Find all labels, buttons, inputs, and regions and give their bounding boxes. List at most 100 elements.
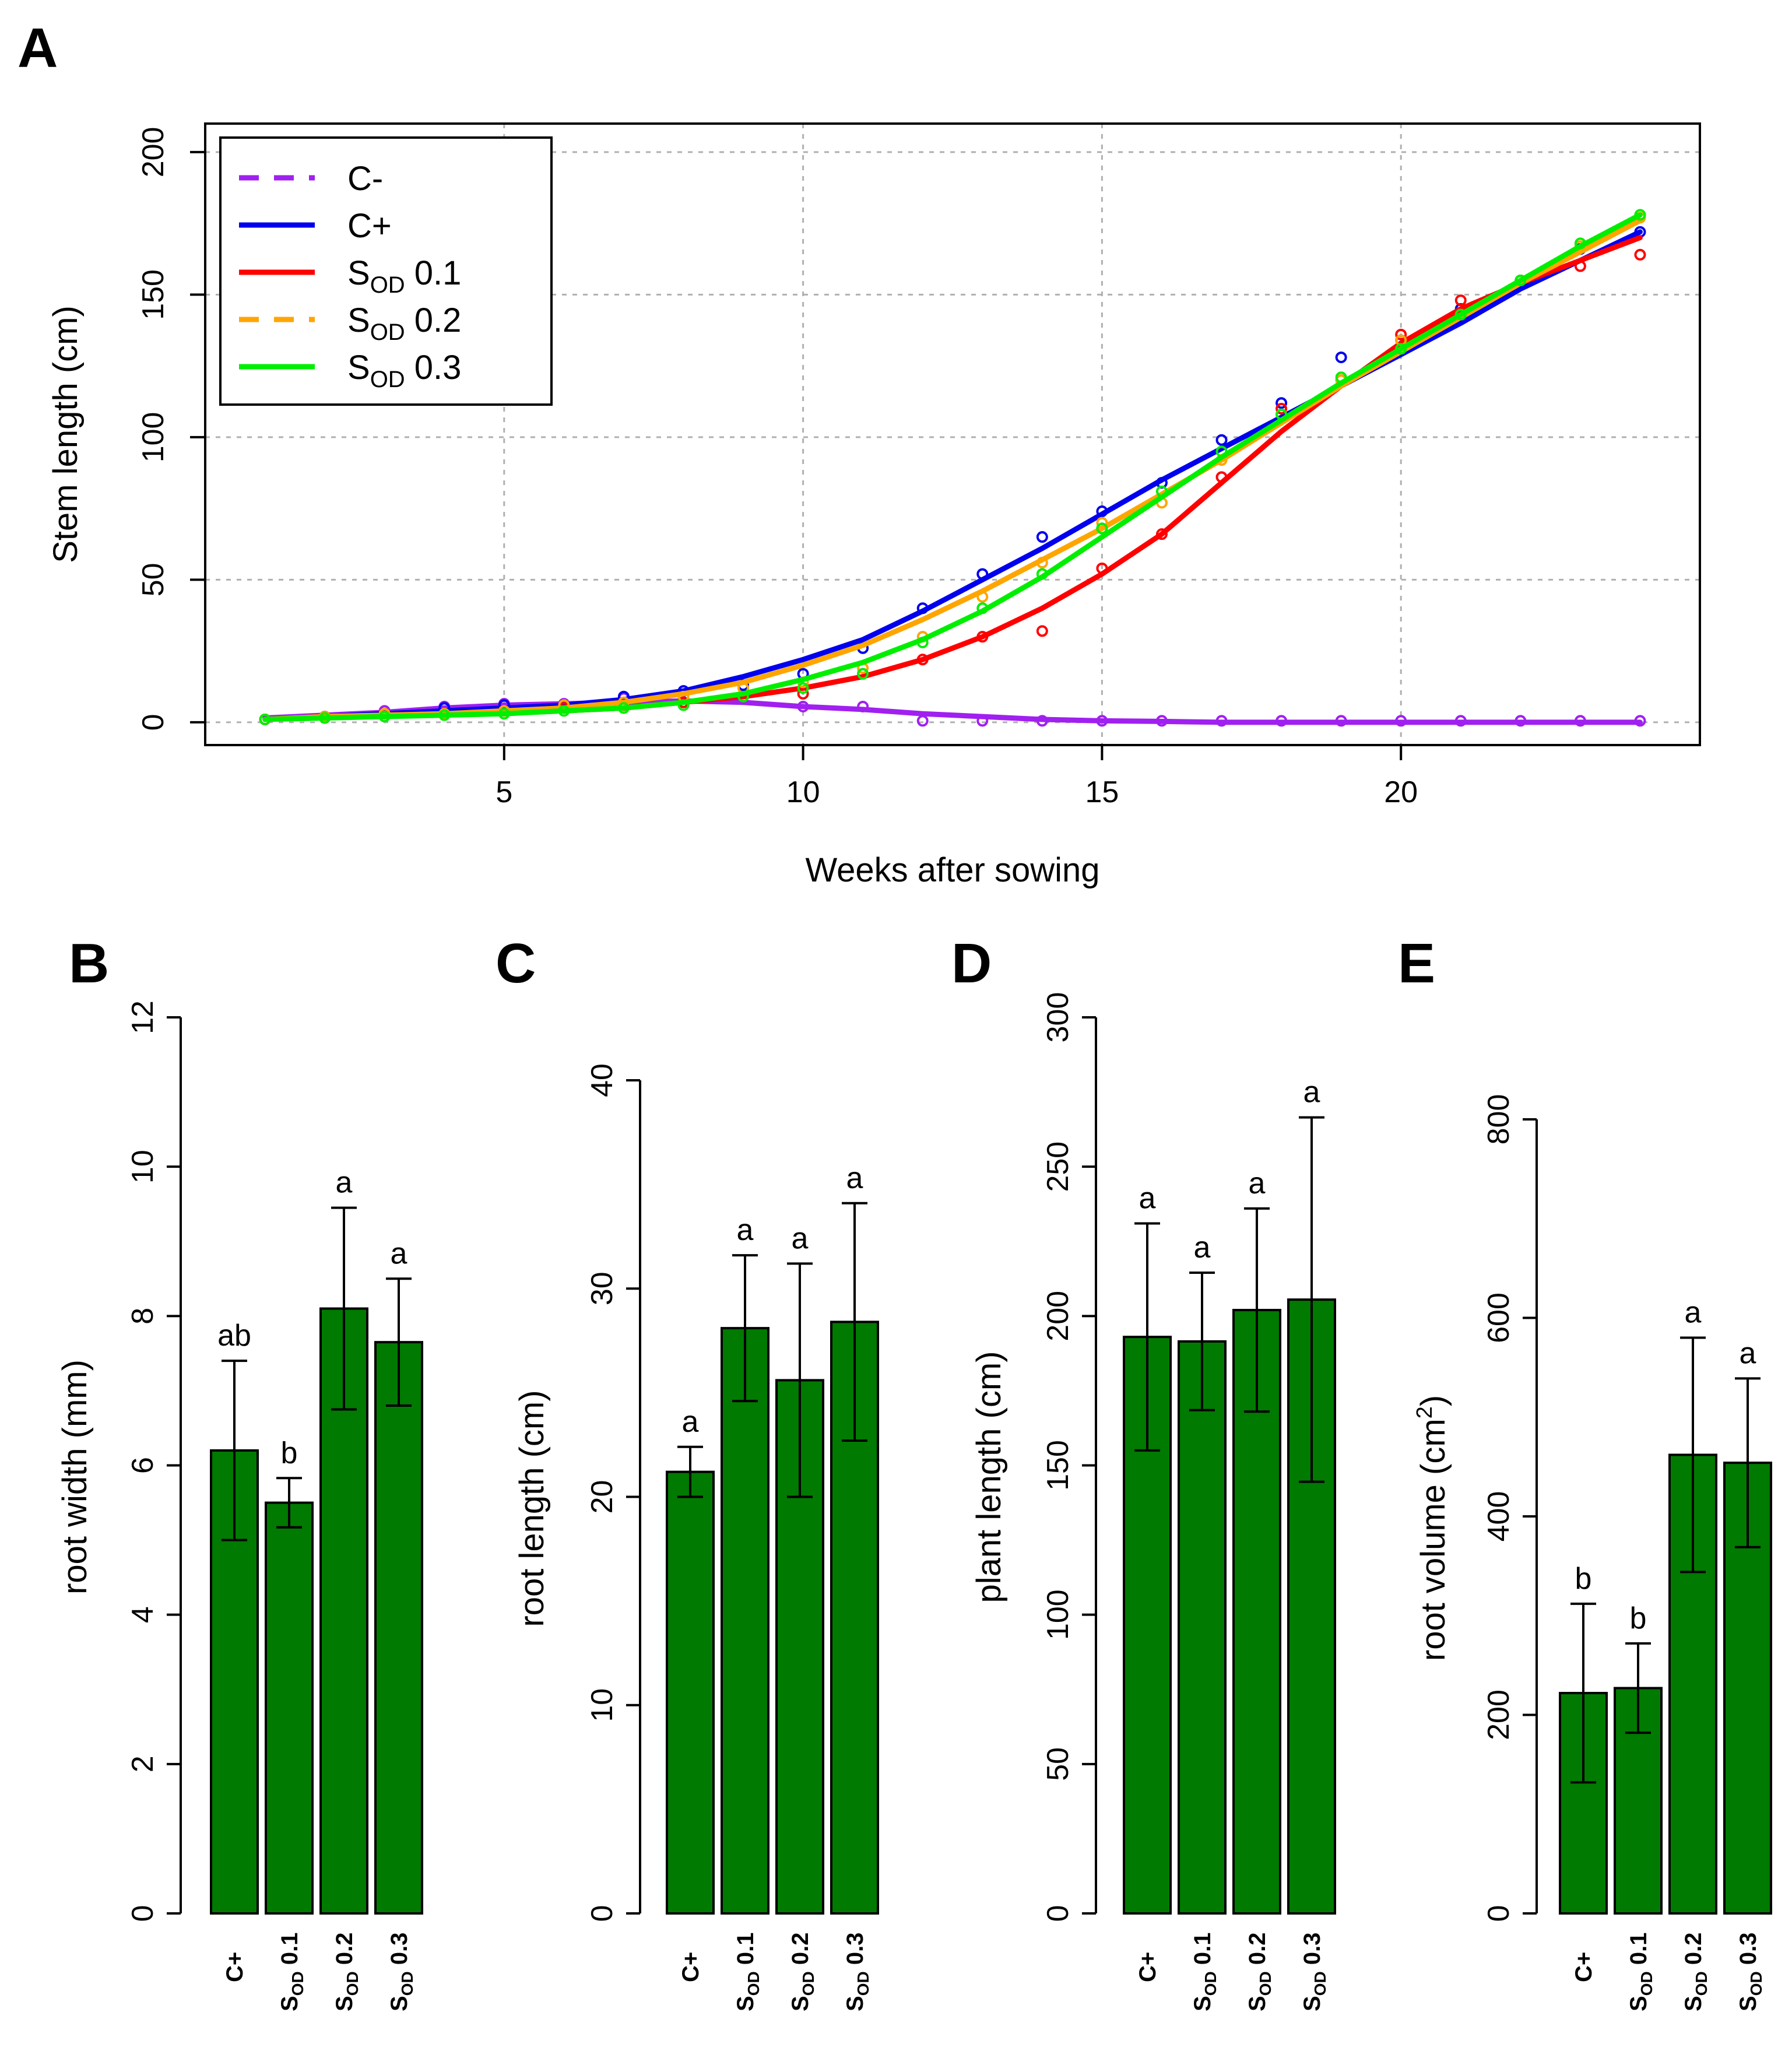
data-point — [1215, 445, 1228, 458]
data-point — [797, 682, 809, 694]
legend-label-sub: OD — [370, 319, 405, 345]
category-label-1-main: S — [1626, 1996, 1652, 2011]
panel-letter-B: B — [69, 932, 109, 995]
data-point — [378, 711, 391, 723]
category-label-1-main: S — [733, 1996, 758, 2011]
significance-letter: a — [792, 1221, 809, 1255]
significance-letter: a — [1249, 1167, 1266, 1200]
y-axis-label-text: plant length (cm) — [970, 1351, 1008, 1603]
data-point — [1634, 209, 1646, 221]
category-label-0-main: C+ — [222, 1952, 248, 1982]
data-point — [1215, 434, 1228, 446]
category-label-2: SOD 0.2 — [1245, 1933, 1274, 2011]
data-point — [976, 631, 989, 643]
x-tick-label: 10 — [786, 775, 820, 809]
significance-letter: ab — [217, 1319, 251, 1353]
y-axis-label: root length (cm) — [513, 1390, 551, 1627]
data-point — [976, 715, 989, 727]
data-point — [1096, 715, 1108, 727]
panel-letter-E: E — [1398, 932, 1435, 995]
data-point — [1395, 715, 1407, 727]
y-tick-label: 100 — [136, 412, 170, 463]
y-axis-label-sup: 2 — [1412, 1406, 1437, 1418]
category-label-2-main: S — [332, 1996, 357, 2011]
category-label-1-suffix: 0.1 — [1626, 1933, 1652, 1972]
y-tick-label: 600 — [1482, 1293, 1516, 1343]
bar-3 — [374, 1341, 423, 1915]
y-tick-label: 30 — [585, 1272, 619, 1305]
data-point — [1036, 715, 1048, 727]
legend-label-main: C+ — [347, 207, 392, 245]
data-point — [797, 687, 809, 700]
category-label-2-main: S — [788, 1996, 813, 2011]
data-point — [1036, 531, 1048, 543]
significance-letter: a — [391, 1237, 407, 1270]
y-tick-label: 200 — [1482, 1690, 1516, 1740]
legend-label-main: S — [347, 301, 370, 339]
bar-1 — [1178, 1340, 1227, 1915]
data-point — [797, 700, 809, 712]
data-point — [677, 699, 690, 711]
category-label-2-suffix: 0.2 — [1681, 1933, 1706, 1972]
significance-letter: a — [682, 1405, 699, 1439]
category-label-1: SOD 0.1 — [733, 1933, 763, 2011]
legend-label-1: C+ — [347, 207, 392, 245]
legend-label-suffix: 0.1 — [405, 254, 462, 292]
data-point — [1515, 715, 1527, 727]
category-label-1: SOD 0.1 — [1190, 1933, 1220, 2011]
category-label-1: SOD 0.1 — [1626, 1933, 1656, 2011]
y-tick-label: 300 — [1041, 992, 1075, 1043]
category-label-0-main: C+ — [1571, 1952, 1597, 1982]
category-label-2: SOD 0.2 — [1681, 1933, 1710, 2011]
data-point — [1036, 568, 1048, 580]
category-label-1-suffix: 0.1 — [1190, 1933, 1215, 1972]
y-tick-label: 150 — [1041, 1440, 1075, 1491]
series-line-1 — [262, 229, 1643, 722]
category-label-2-sub: OD — [799, 1971, 817, 1996]
category-label-0-main: C+ — [1135, 1952, 1161, 1982]
category-label-0: C+ — [222, 1952, 248, 1982]
significance-letter: b — [1630, 1602, 1647, 1635]
data-point — [857, 700, 869, 712]
legend-label-main: S — [347, 254, 370, 292]
category-label-2-sub: OD — [1256, 1971, 1274, 1996]
x-tick-label: 5 — [496, 775, 512, 809]
category-label-0: C+ — [678, 1952, 704, 1982]
plot-frame — [204, 122, 1701, 746]
y-tick-label: 4 — [126, 1606, 160, 1623]
category-label-3-suffix: 0.3 — [1299, 1933, 1325, 1972]
data-point — [1155, 528, 1168, 540]
y-tick-label: 50 — [1041, 1747, 1075, 1781]
data-point — [1036, 557, 1048, 569]
significance-letter: a — [1194, 1231, 1211, 1265]
data-point — [438, 709, 451, 721]
data-point — [1276, 715, 1288, 727]
category-label-1: SOD 0.1 — [277, 1933, 307, 2011]
category-label-2: SOD 0.2 — [788, 1933, 817, 2011]
y-tick-label: 400 — [1482, 1491, 1516, 1542]
bar-3 — [1723, 1462, 1772, 1915]
y-tick-label: 40 — [585, 1063, 619, 1097]
data-point — [498, 708, 510, 720]
data-point — [1574, 260, 1586, 272]
series-line-4 — [262, 212, 1643, 722]
y-tick-label: 0 — [136, 714, 170, 731]
category-label-2-sub: OD — [1692, 1971, 1710, 1996]
y-tick-label: 10 — [126, 1150, 160, 1183]
data-point — [1335, 371, 1347, 384]
data-point — [737, 690, 750, 703]
category-label-3-main: S — [386, 1996, 412, 2011]
data-point — [617, 702, 630, 714]
category-label-3-main: S — [842, 1996, 868, 2011]
y-tick-label: 0 — [1482, 1905, 1516, 1922]
category-label-1-sub: OD — [1638, 1971, 1656, 1996]
series-line-0 — [262, 698, 1643, 725]
panel-letter-C: C — [496, 932, 536, 995]
category-label-3: SOD 0.3 — [1299, 1933, 1329, 2011]
y-tick-label: 2 — [126, 1755, 160, 1772]
category-label-1-suffix: 0.1 — [277, 1933, 303, 1972]
category-label-1-sub: OD — [289, 1971, 307, 1996]
y-tick-label: 10 — [585, 1688, 619, 1722]
